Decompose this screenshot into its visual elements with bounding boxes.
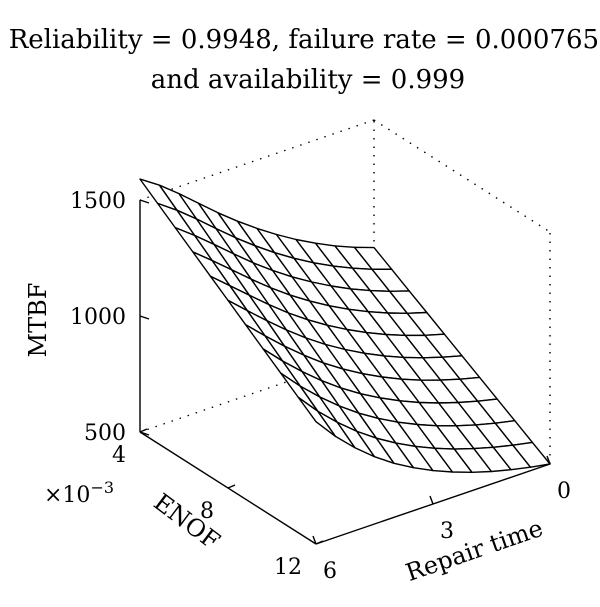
y-tick-mark — [139, 428, 148, 433]
y-tick-label: 8 — [200, 499, 214, 524]
x-tick-mark — [312, 535, 317, 545]
chart-title-line-2: and availability = 0.999 — [151, 65, 465, 95]
z-tick-mark — [139, 199, 150, 204]
z-axis-label: MTBF — [24, 283, 52, 358]
z-tick-mark — [139, 431, 150, 436]
x-tick-label: 3 — [440, 519, 454, 544]
y-tick-label: 12 — [274, 555, 302, 580]
y-tick-label: 4 — [112, 443, 126, 468]
x-tick-mark — [429, 495, 434, 505]
tick-labels: 500 1000 1500 4 8 12 0 3 6 — [70, 189, 571, 584]
box-edge-top-left — [139, 119, 375, 201]
surface-mesh — [139, 178, 551, 473]
x-tick-label: 6 — [323, 559, 337, 584]
surface-cell — [512, 441, 551, 468]
y-tick-mark — [227, 484, 236, 489]
z-tick-mark — [139, 315, 150, 320]
y-multiplier-base: ×10 — [44, 483, 90, 508]
box-edge-top-right — [373, 119, 551, 233]
z-tick-label: 500 — [84, 421, 126, 446]
z-tick-label: 1500 — [70, 189, 126, 214]
y-tick-mark — [315, 540, 324, 545]
z-tick-label: 1000 — [70, 305, 126, 330]
x-axis-label: Repair time — [402, 514, 546, 587]
y-multiplier-exponent: −3 — [90, 478, 114, 497]
axis-lines — [139, 199, 551, 545]
x-tick-label: 0 — [557, 479, 571, 504]
chart-title-line-1: Reliability = 0.9948, failure rate = 0.0… — [9, 25, 600, 55]
y-multiplier-label: ×10−3 — [44, 478, 114, 508]
